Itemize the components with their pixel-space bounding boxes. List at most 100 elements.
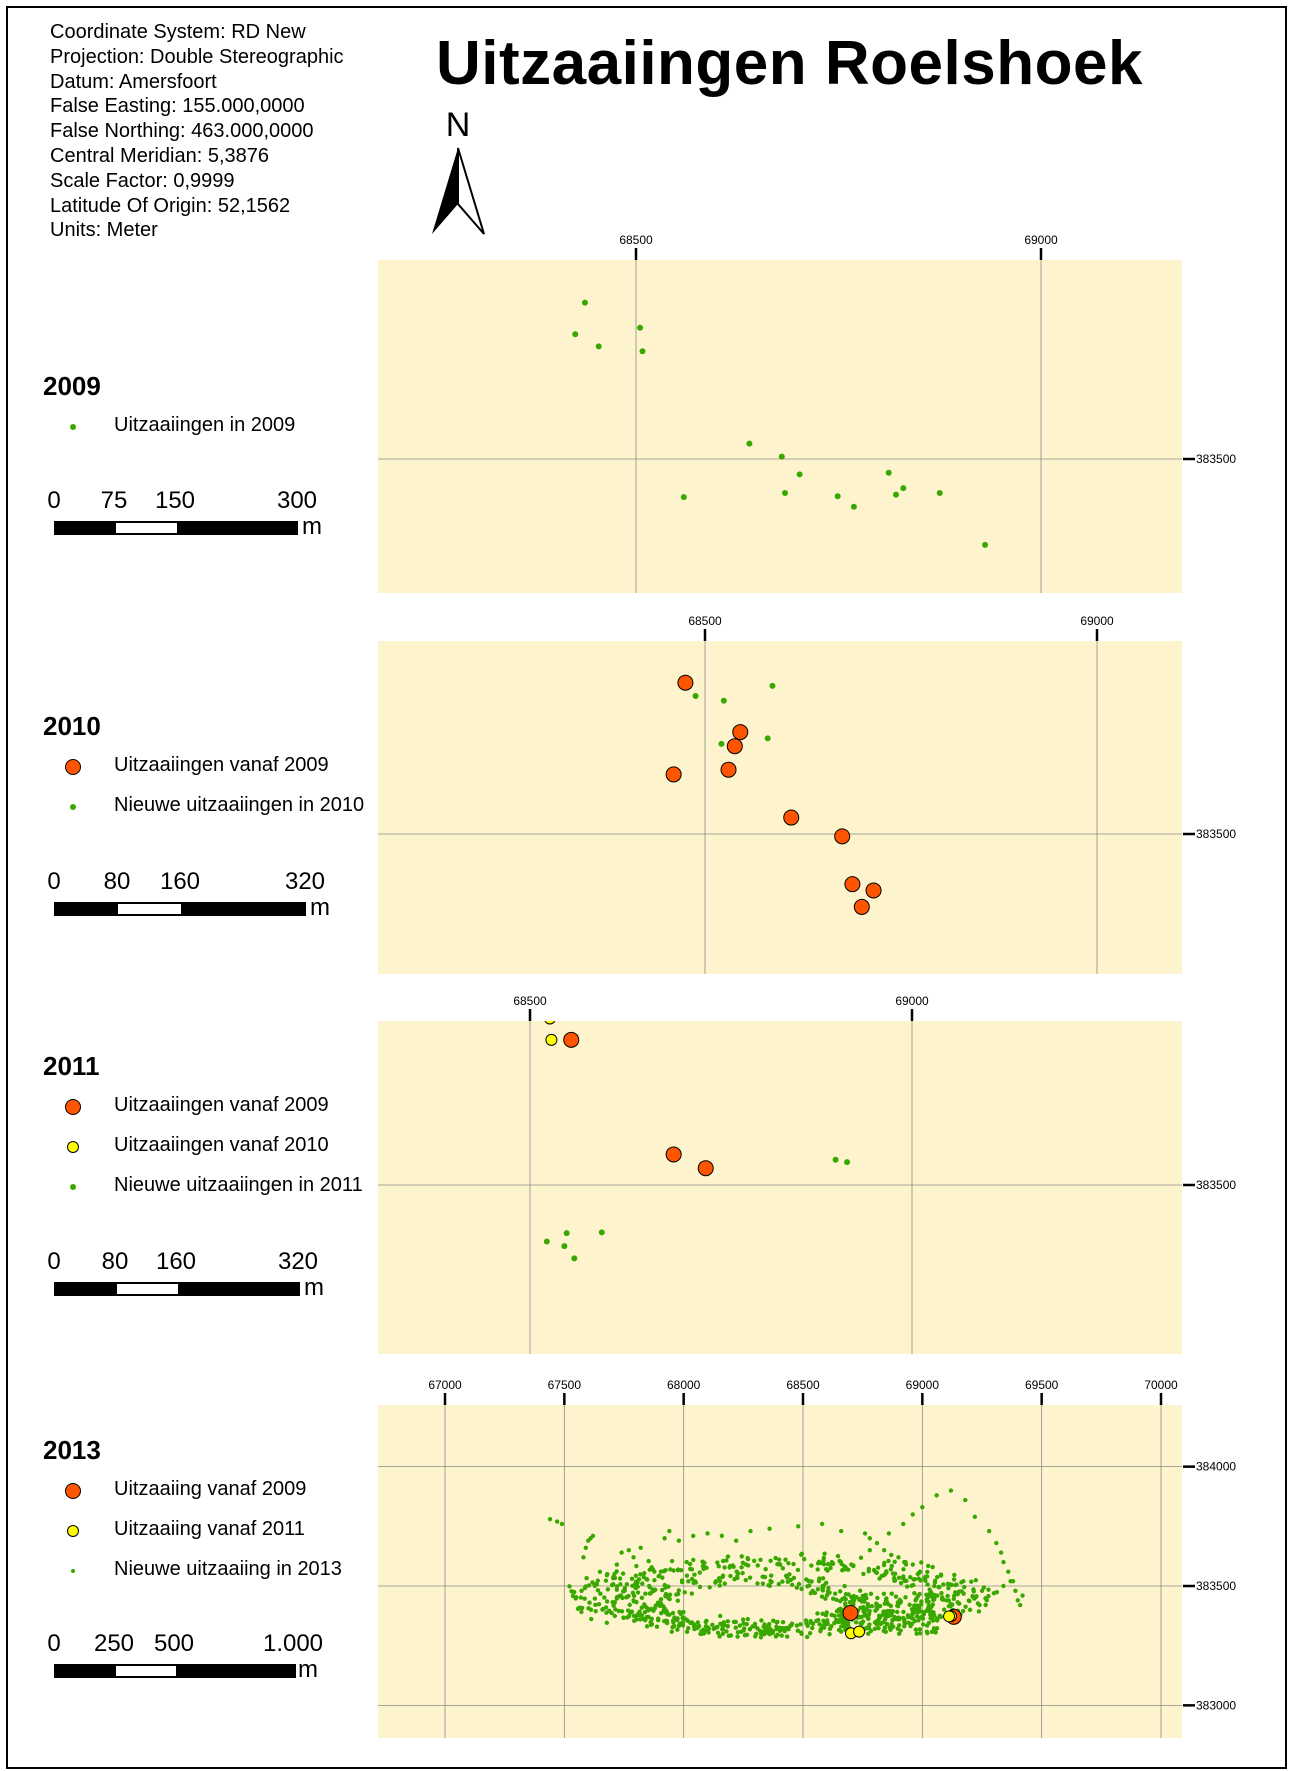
green-point: [620, 1571, 626, 1576]
green-point: [962, 1584, 967, 1590]
green-point: [788, 1577, 794, 1583]
coordinate-system-info: Coordinate System: RD New Projection: Do…: [50, 20, 344, 243]
green-point: [583, 1584, 589, 1589]
green-point: [778, 453, 785, 460]
x-tick-label: 70000: [1144, 1378, 1178, 1392]
orange-point: [865, 882, 882, 899]
green-point: [932, 1583, 937, 1589]
green-point: [720, 1627, 725, 1632]
green-point: [825, 1561, 831, 1567]
green-point: [873, 1608, 878, 1613]
green-point: [886, 1531, 892, 1536]
green-point: [976, 1609, 982, 1614]
green-point: [777, 1561, 782, 1567]
x-tick-label: 69000: [1024, 233, 1058, 247]
green-point: [951, 1593, 957, 1598]
green-point: [920, 1505, 925, 1510]
green-point: [791, 1561, 796, 1567]
green-point: [788, 1623, 793, 1629]
green-point: [662, 1605, 667, 1611]
scale-label: 320: [284, 868, 326, 895]
green-point: [935, 1617, 940, 1622]
green-point: [634, 1563, 639, 1569]
green-point: [912, 1618, 917, 1624]
x-tick-label: 69000: [906, 1378, 940, 1392]
green-point: [666, 1584, 671, 1589]
green-point: [926, 1563, 931, 1569]
green-point: [839, 1561, 844, 1567]
green-point: [875, 1595, 880, 1601]
green-point: [582, 1596, 587, 1601]
green-point: [637, 324, 644, 331]
green-point: [838, 1528, 844, 1534]
green-point: [783, 1573, 789, 1579]
green-point: [720, 1573, 726, 1578]
green-point: [967, 1607, 973, 1613]
green-point: [631, 1555, 636, 1560]
yellow-point: [943, 1610, 956, 1623]
latitude-origin-line: Latitude Of Origin: 52,1562: [50, 194, 291, 217]
green-point: [717, 1578, 723, 1584]
green-point: [718, 1613, 723, 1619]
green-point: [842, 1583, 847, 1589]
green-point: [629, 1609, 635, 1614]
green-point: [733, 1625, 738, 1630]
green-point: [998, 1550, 1004, 1555]
green-point: [776, 1557, 782, 1562]
orange-circle-icon: [65, 1483, 81, 1499]
green-dot-icon: [70, 424, 76, 430]
green-point: [624, 1595, 629, 1600]
green-point: [911, 1582, 916, 1588]
green-point: [760, 1581, 766, 1586]
green-point: [824, 1592, 830, 1598]
green-point: [609, 1610, 614, 1616]
green-point: [703, 1619, 709, 1625]
green-point: [733, 1619, 739, 1625]
green-point: [795, 1628, 801, 1633]
green-point: [717, 1634, 722, 1639]
green-point: [932, 1578, 938, 1584]
green-point: [716, 1563, 721, 1569]
green-point: [860, 1593, 865, 1599]
green-point: [994, 1590, 1000, 1595]
green-point: [584, 1575, 589, 1581]
green-point: [724, 1558, 729, 1563]
green-point: [559, 1521, 565, 1527]
green-point: [795, 1567, 801, 1573]
green-point: [579, 1609, 584, 1615]
green-point: [794, 1623, 799, 1628]
green-point: [900, 485, 907, 492]
green-point: [910, 1512, 915, 1517]
green-point: [945, 1593, 950, 1599]
green-point: [654, 1624, 660, 1629]
green-point: [927, 1587, 932, 1592]
green-point: [885, 469, 892, 476]
green-point: [839, 1624, 844, 1629]
green-point: [866, 1566, 872, 1572]
green-point: [776, 1581, 782, 1587]
orange-point: [726, 738, 743, 755]
scale-label: 160: [155, 1248, 197, 1275]
green-point: [858, 1621, 863, 1626]
green-point: [646, 1608, 651, 1613]
green-point: [881, 1609, 886, 1614]
scale-unit: m: [304, 1274, 324, 1301]
x-tick-label: 67500: [548, 1378, 582, 1392]
green-point: [804, 1577, 809, 1582]
green-point: [926, 1603, 931, 1608]
green-point: [825, 1589, 831, 1594]
green-point: [952, 1572, 957, 1578]
green-point: [935, 1574, 940, 1580]
green-point: [675, 1627, 680, 1632]
green-point: [604, 1599, 610, 1604]
green-point: [972, 1514, 978, 1519]
green-point: [722, 1622, 727, 1628]
green-point: [979, 1588, 985, 1593]
green-point: [873, 1570, 879, 1575]
x-tick-label: 67000: [428, 1378, 462, 1392]
green-point: [946, 1585, 951, 1591]
green-point: [865, 1616, 871, 1621]
legend-label: Uitzaaiingen vanaf 2010: [114, 1134, 329, 1156]
green-point: [563, 1230, 570, 1237]
green-point: [612, 1575, 618, 1581]
